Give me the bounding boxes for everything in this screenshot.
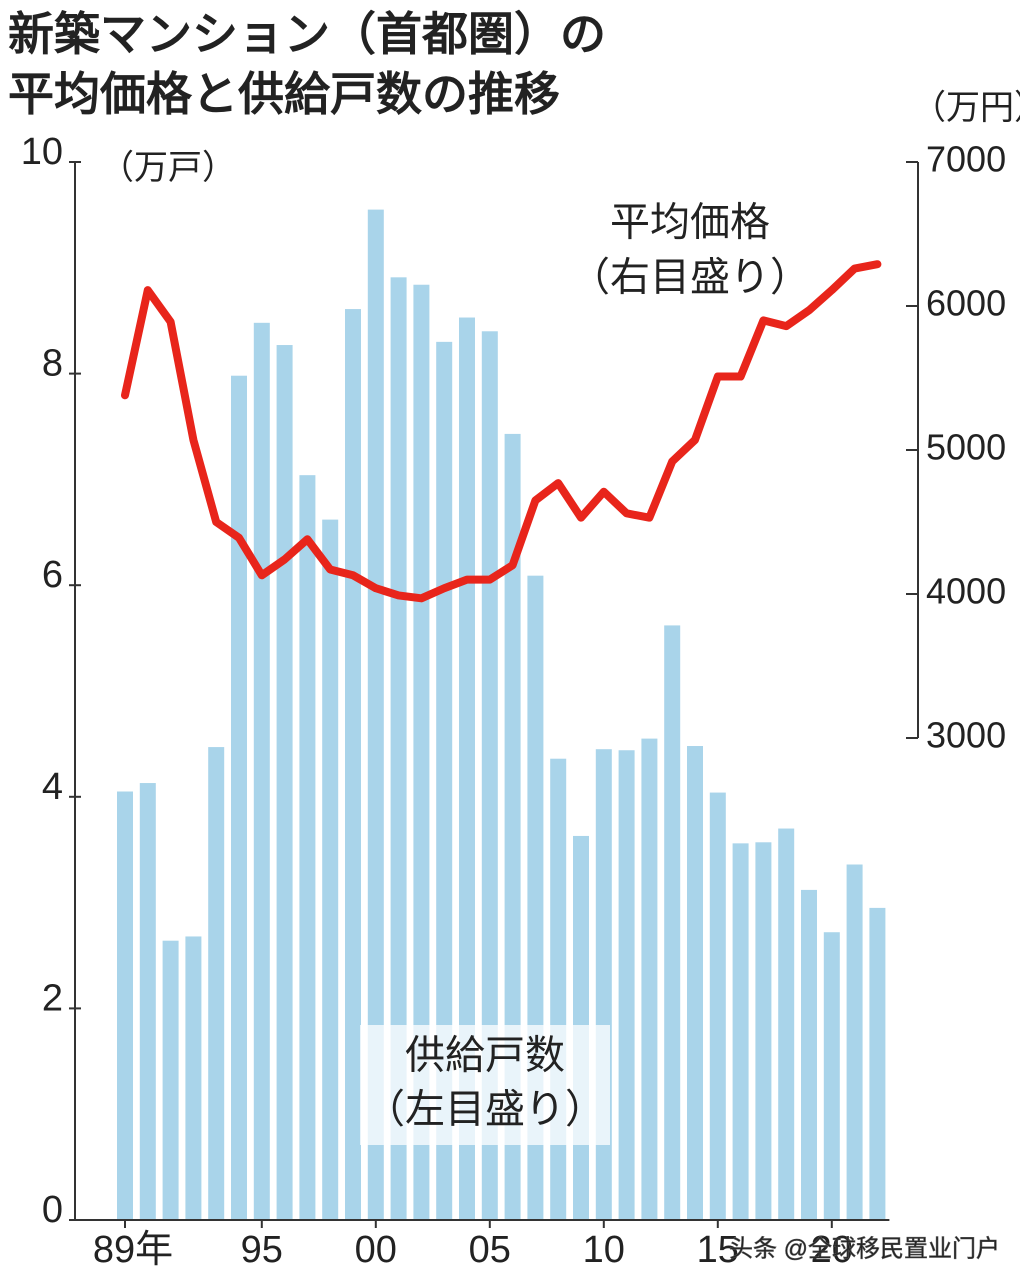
bar xyxy=(185,936,202,1220)
bar xyxy=(299,475,316,1221)
y2-tick-label: 6000 xyxy=(926,283,1006,324)
x-tick-label: 10 xyxy=(583,1229,625,1271)
bar xyxy=(459,317,475,1220)
bar xyxy=(481,331,498,1220)
bar xyxy=(208,747,225,1220)
bar xyxy=(117,791,133,1220)
x-tick-label: 00 xyxy=(355,1229,397,1271)
chart-title: 平均価格と供給戸数の推移 xyxy=(8,68,560,120)
line xyxy=(121,260,882,603)
x-tick-label: 20 xyxy=(811,1229,853,1271)
bar xyxy=(276,345,293,1220)
chart-title: 新築マンション（首都圏）の xyxy=(8,8,606,60)
series-note: （左目盛り） xyxy=(365,1088,605,1132)
bar xyxy=(162,940,179,1220)
y-tick-label: 4 xyxy=(42,766,63,808)
y2-tick-label: 3000 xyxy=(926,715,1006,756)
bar xyxy=(390,277,407,1220)
y-tick-label: 2 xyxy=(42,977,63,1019)
bar xyxy=(641,738,658,1220)
series-label: 平均価格 xyxy=(610,201,770,245)
y-axis-label: （万戸） xyxy=(100,149,236,187)
y2-tick-label: 4000 xyxy=(926,571,1006,612)
bar xyxy=(869,907,886,1220)
y2-tick-label: 5000 xyxy=(926,427,1006,468)
y-tick-label: 0 xyxy=(42,1189,63,1231)
x-tick-label: 95 xyxy=(241,1229,283,1271)
y2-tick-label: 7000 xyxy=(926,139,1006,180)
y-tick-label: 10 xyxy=(21,131,63,173)
bar xyxy=(732,843,749,1220)
bar xyxy=(823,932,840,1220)
y-tick-label: 8 xyxy=(42,343,63,385)
bar xyxy=(253,322,270,1220)
series-label: 供給戸数 xyxy=(405,1034,565,1078)
bar xyxy=(550,758,567,1220)
bar xyxy=(595,749,612,1220)
bar xyxy=(322,519,339,1220)
bar xyxy=(618,750,635,1220)
y2-axis-label: （万円） xyxy=(912,89,1020,127)
bar xyxy=(709,792,726,1220)
bar xyxy=(231,375,247,1220)
annotation-box xyxy=(360,1025,610,1145)
bar xyxy=(139,783,156,1220)
bar xyxy=(345,309,361,1220)
bar xyxy=(504,433,521,1220)
bar xyxy=(846,864,863,1220)
series-note: （右目盛り） xyxy=(570,256,810,300)
x-tick-label: 05 xyxy=(469,1229,511,1271)
watermark: 头条 @全球移民置业门户 xyxy=(729,1235,1000,1262)
bar xyxy=(367,209,384,1221)
bar xyxy=(664,625,681,1220)
bar xyxy=(778,828,795,1220)
y-tick-label: 6 xyxy=(42,554,63,596)
bar xyxy=(436,341,453,1220)
x-tick-label: 89年 xyxy=(93,1229,173,1271)
bar xyxy=(801,889,817,1220)
bar xyxy=(687,746,703,1220)
bar xyxy=(413,284,430,1220)
x-tick-label: 15 xyxy=(697,1229,739,1271)
bar xyxy=(755,842,772,1220)
